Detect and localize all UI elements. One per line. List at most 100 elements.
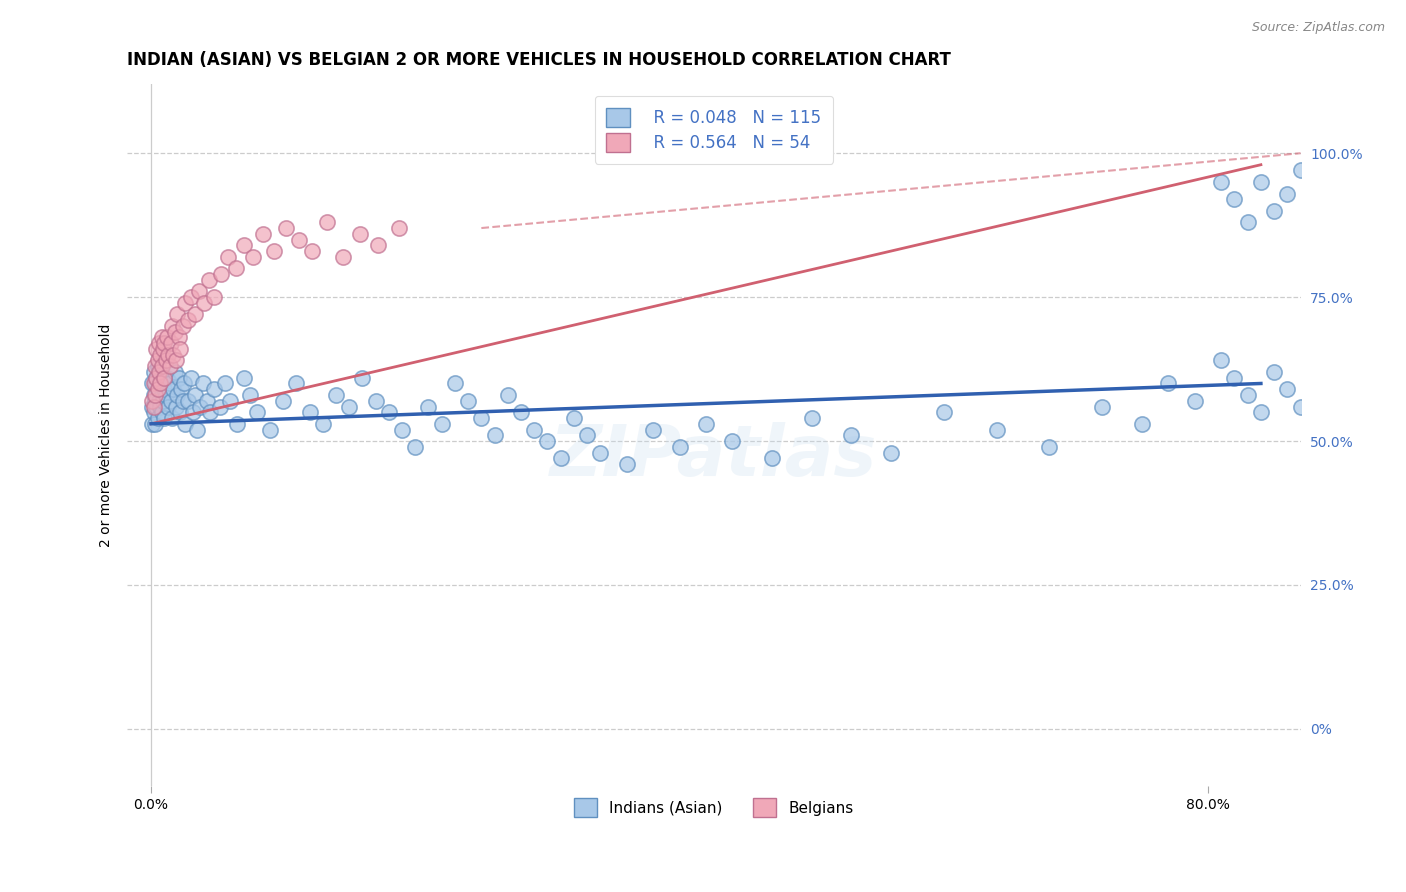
Point [349, 227, 371, 241]
Point [148, 365, 170, 379]
Point [157, 400, 180, 414]
Point [160, 393, 183, 408]
Point [1263, 203, 1285, 218]
Point [208, 400, 231, 414]
Point [183, 307, 205, 321]
Point [1223, 192, 1246, 206]
Point [155, 388, 177, 402]
Point [156, 330, 179, 344]
Point [1184, 393, 1206, 408]
Point [146, 382, 169, 396]
Point [332, 250, 354, 264]
Point [1211, 175, 1233, 189]
Point [157, 348, 180, 362]
Point [204, 382, 226, 396]
Point [315, 215, 337, 229]
Point [225, 261, 247, 276]
Point [146, 359, 169, 374]
Point [160, 411, 183, 425]
Point [367, 238, 389, 252]
Point [337, 400, 360, 414]
Point [183, 388, 205, 402]
Point [444, 376, 467, 391]
Point [146, 353, 169, 368]
Point [242, 250, 264, 264]
Point [143, 359, 166, 374]
Point [388, 221, 411, 235]
Point [1250, 175, 1272, 189]
Point [932, 405, 955, 419]
Point [200, 405, 222, 419]
Point [163, 365, 186, 379]
Point [142, 405, 165, 419]
Point [141, 400, 163, 414]
Point [149, 365, 172, 379]
Point [156, 370, 179, 384]
Point [721, 434, 744, 448]
Point [232, 370, 254, 384]
Point [288, 233, 311, 247]
Point [167, 330, 190, 344]
Point [142, 388, 165, 402]
Point [880, 445, 903, 459]
Point [180, 290, 202, 304]
Point [170, 382, 193, 396]
Point [1236, 388, 1258, 402]
Point [198, 273, 221, 287]
Point [160, 318, 183, 333]
Point [510, 405, 533, 419]
Point [589, 445, 612, 459]
Point [160, 336, 183, 351]
Point [150, 359, 173, 374]
Text: ZIPatlas: ZIPatlas [550, 422, 877, 491]
Point [142, 365, 165, 379]
Point [1038, 440, 1060, 454]
Point [1250, 405, 1272, 419]
Point [204, 290, 226, 304]
Point [188, 400, 211, 414]
Point [209, 267, 232, 281]
Point [364, 393, 387, 408]
Point [695, 417, 717, 431]
Point [150, 330, 173, 344]
Point [181, 405, 204, 419]
Point [143, 417, 166, 431]
Point [800, 411, 823, 425]
Point [142, 400, 165, 414]
Point [152, 393, 174, 408]
Y-axis label: 2 or more Vehicles in Household: 2 or more Vehicles in Household [100, 324, 114, 547]
Point [167, 370, 190, 384]
Point [153, 336, 176, 351]
Point [145, 370, 167, 384]
Point [285, 376, 308, 391]
Point [252, 227, 274, 241]
Point [143, 376, 166, 391]
Point [470, 411, 492, 425]
Point [174, 417, 197, 431]
Point [142, 376, 165, 391]
Point [562, 411, 585, 425]
Point [1302, 417, 1324, 431]
Point [150, 405, 173, 419]
Point [232, 238, 254, 252]
Point [159, 376, 181, 391]
Point [1223, 370, 1246, 384]
Point [159, 359, 181, 374]
Point [146, 382, 169, 396]
Point [219, 393, 242, 408]
Point [169, 342, 191, 356]
Point [172, 393, 194, 408]
Point [177, 313, 200, 327]
Point [187, 285, 209, 299]
Point [191, 376, 214, 391]
Point [152, 370, 174, 384]
Point [169, 405, 191, 419]
Point [148, 393, 170, 408]
Point [616, 457, 638, 471]
Point [1130, 417, 1153, 431]
Point [259, 423, 281, 437]
Point [180, 370, 202, 384]
Point [246, 405, 269, 419]
Point [162, 348, 184, 362]
Point [404, 440, 426, 454]
